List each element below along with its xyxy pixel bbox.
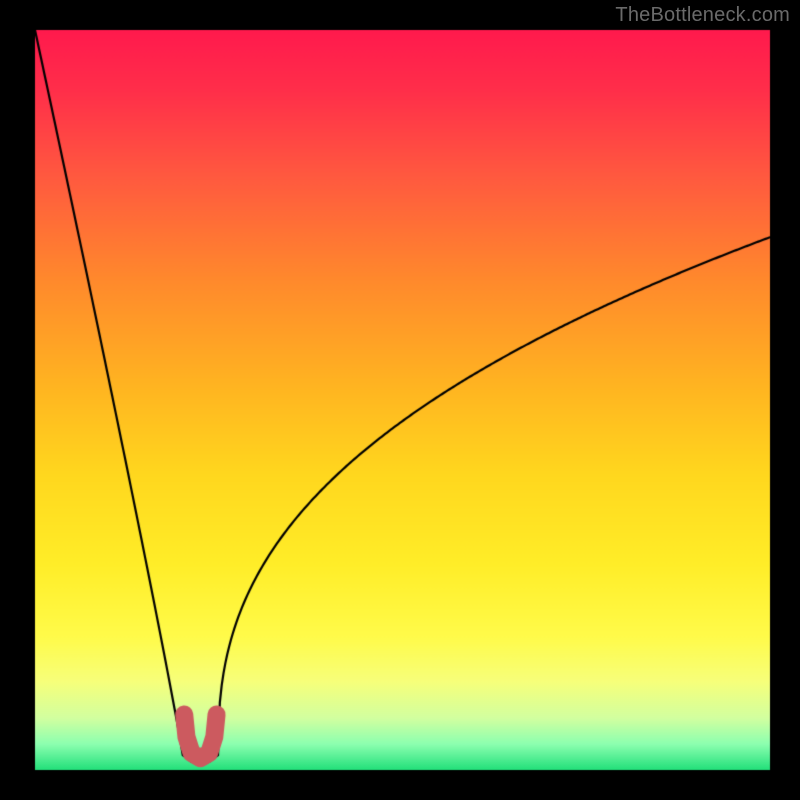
watermark-text: TheBottleneck.com bbox=[615, 4, 790, 27]
bottleneck-chart-canvas bbox=[0, 0, 800, 800]
chart-stage: TheBottleneck.com bbox=[0, 0, 800, 800]
